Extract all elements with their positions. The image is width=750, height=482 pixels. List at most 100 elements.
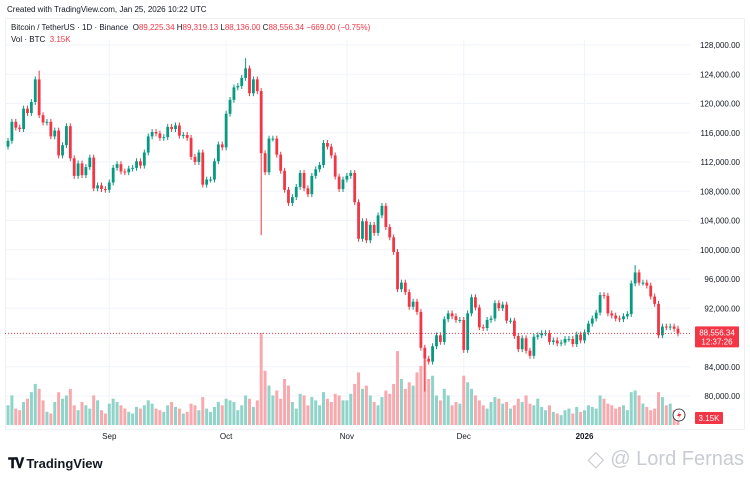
volume-bar [477,400,481,425]
candle-body [96,185,99,189]
candle-body [641,282,645,284]
volume-bar [645,406,649,425]
candle-body [84,167,88,176]
volume-bar [131,413,135,425]
candle [314,166,318,179]
candle [633,265,637,287]
candle-body [131,167,135,169]
volume-bar [368,395,372,425]
volume-bar [57,392,61,425]
symbol-title[interactable]: Bitcoin / TetherUS · 1D · Binance [11,23,129,32]
volume-label[interactable]: Vol · BTC [11,35,46,44]
candle-body [512,320,516,337]
candle-body [540,333,544,336]
candle [213,158,216,183]
candle [61,142,64,159]
candle-body [213,161,216,180]
volume-bar [220,405,224,425]
volume-badge-value: 3.15K [699,414,721,423]
candle-body [653,296,657,304]
candle [403,279,407,296]
candle-body [485,319,489,328]
candle-body [240,77,244,86]
volume-bar [427,379,431,425]
candle-body [244,68,248,78]
candle-body [376,215,380,233]
volume-bar [251,406,255,425]
candle [26,105,29,116]
volume-bar [462,375,466,425]
candle-body [396,251,399,290]
volume-bar [45,411,49,425]
volume-bar [177,408,181,425]
volume-bar [399,379,403,425]
candle [446,310,450,323]
candle-body [162,137,166,139]
volume-bar [146,400,150,425]
candle [571,336,575,348]
volume-bar [76,410,80,425]
candle [326,140,329,150]
low-value: 88,136.00 [224,23,261,32]
candle [474,294,477,311]
candle-body [322,142,325,165]
volume-bar [275,390,279,425]
candle [33,76,37,105]
candle [364,218,368,244]
candle-body [474,297,477,308]
volume-bar [228,400,232,425]
lightning-icon[interactable] [672,408,686,422]
candle [228,96,232,117]
lightning-icon-bolt [677,411,682,420]
candle [41,112,45,126]
x-tick-label: Nov [340,432,354,441]
tv-logo-icon: 𝐓𝐕 [8,455,24,471]
candle [462,317,466,353]
candle [92,154,96,192]
candle-body [22,108,25,130]
candle-body [657,303,660,336]
candle [49,118,53,140]
volume-bar [158,410,162,425]
candle [135,158,138,171]
volume-bar [267,385,271,425]
candle [283,167,286,193]
volume-bar [434,395,438,425]
candle-body [548,333,551,342]
volume-bar [610,405,614,425]
candle [244,58,248,81]
volume-bar [286,385,290,425]
candle [205,176,209,188]
candle-body [306,188,310,195]
y-tick-label: 96,000.00 [704,275,740,284]
candle [645,279,649,289]
candle [493,300,497,322]
candle-body [427,358,431,362]
candle-body [637,272,641,283]
candle-body [185,134,189,138]
candle [306,185,310,198]
volume-bar [142,405,146,425]
candle-body [649,285,653,297]
candle-body [310,175,314,195]
candle-body [88,157,92,168]
volume-bar [431,375,435,425]
volume-bar [419,365,423,425]
candle [653,293,657,307]
volume-bar [205,408,209,425]
candle [520,335,524,353]
candle [166,123,170,141]
volume-bar [138,408,142,425]
volume-bar [516,398,520,425]
candle-body [139,161,142,166]
volume-bar [376,405,380,425]
last-price-value: 88,556.34 [699,328,735,337]
candle [150,129,154,140]
candle [555,337,559,347]
candle [103,186,107,193]
y-tick-label: 112,000.00 [701,158,741,167]
volume-bar [625,410,629,425]
volume-bar [442,388,446,425]
volume-bar [633,390,637,425]
